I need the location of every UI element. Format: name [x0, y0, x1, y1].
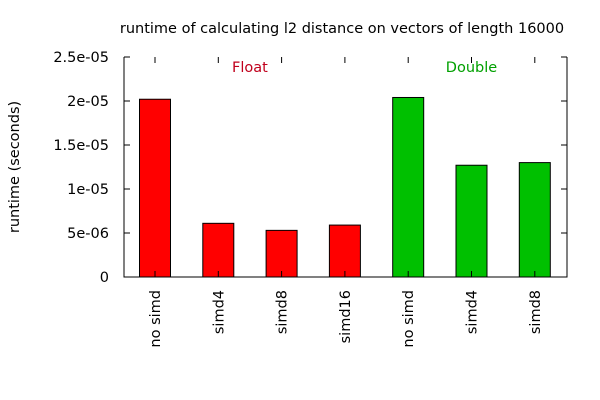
y-axis-ticks: 0 5e-06 1e-05 1.5e-05 2e-05 2.5e-05: [53, 50, 567, 286]
x-tick-label: no simd: [148, 290, 164, 348]
group-label: Float: [232, 60, 268, 76]
bar: [265, 229, 298, 278]
y-tick-label: 2e-05: [67, 94, 109, 110]
chart-title: runtime of calculating l2 distance on ve…: [120, 21, 564, 37]
x-tick-label: simd8: [528, 290, 544, 334]
y-tick-label: 2.5e-05: [53, 50, 109, 66]
bar: [328, 224, 361, 278]
axis-frame: [123, 57, 568, 278]
x-axis-tick-labels: no simd simd4 simd8 simd16 no simd simd4 simd8: [148, 57, 544, 348]
x-tick-label: simd16: [338, 290, 354, 343]
group-label: Double: [446, 60, 497, 76]
bars: [139, 96, 551, 278]
y-tick-label: 0: [100, 270, 109, 286]
x-tick-label: simd4: [211, 290, 227, 334]
y-tick-label: 5e-06: [67, 226, 109, 242]
bar: [518, 162, 551, 278]
y-axis-label: runtime (seconds): [7, 101, 23, 233]
x-tick-label: no simd: [401, 290, 417, 348]
axes: [123, 57, 568, 278]
bar: [139, 98, 171, 278]
bar: [455, 164, 488, 278]
x-tick-label: simd4: [465, 290, 481, 334]
y-tick-label: 1.5e-05: [53, 138, 109, 154]
y-tick-label: 1e-05: [67, 182, 109, 198]
bar: [392, 96, 425, 278]
x-tick-label: simd8: [275, 290, 291, 334]
group-labels: Float Double: [232, 60, 497, 76]
bar: [202, 222, 235, 278]
